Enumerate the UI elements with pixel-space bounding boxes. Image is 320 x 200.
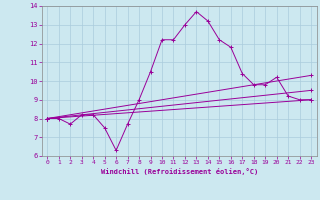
X-axis label: Windchill (Refroidissement éolien,°C): Windchill (Refroidissement éolien,°C) — [100, 168, 258, 175]
